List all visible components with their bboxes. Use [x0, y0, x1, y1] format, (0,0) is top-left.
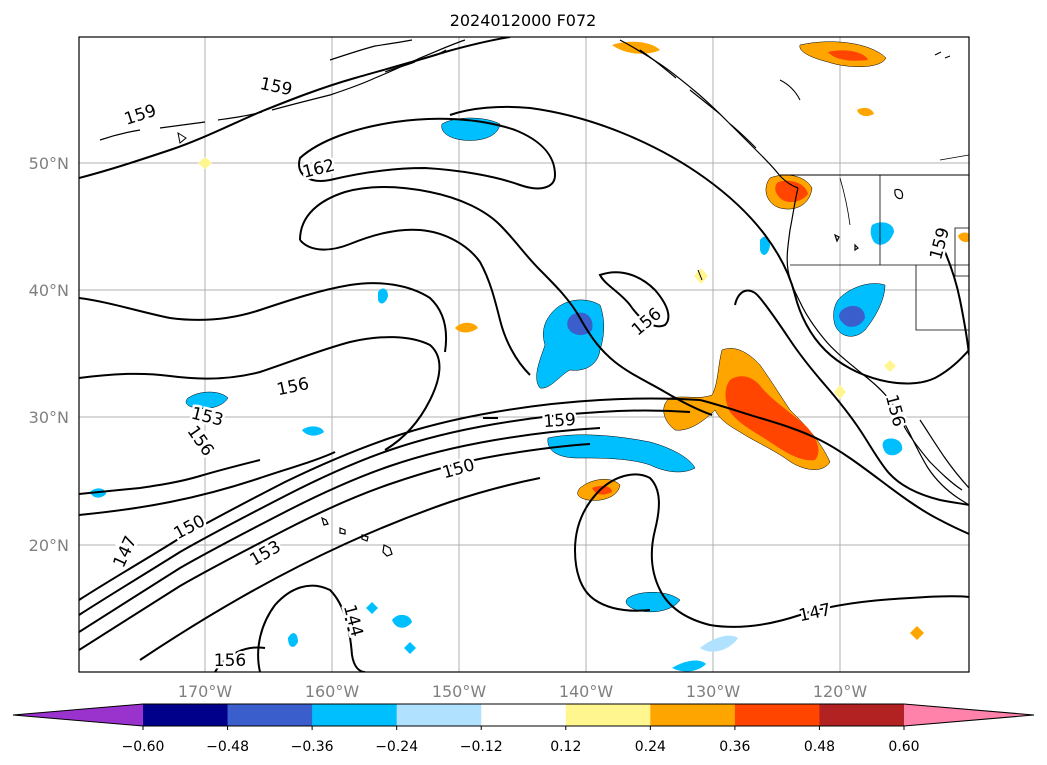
lat-label: 30°N	[29, 408, 69, 427]
negative-anomaly-shading	[90, 117, 903, 672]
colorbar-tick-label: 0.48	[804, 739, 835, 755]
colorbar-extend-low	[13, 704, 143, 726]
colorbar-segment	[650, 704, 736, 726]
colorbar-segment	[819, 704, 905, 726]
lon-label: 120°W	[813, 682, 868, 701]
colorbar-segment	[396, 704, 482, 726]
contour-label-156-bot: 156	[214, 651, 246, 671]
colorbar-tick-label: 0.36	[719, 739, 750, 755]
lat-label: 20°N	[29, 536, 69, 555]
lon-label: 170°W	[178, 682, 233, 701]
colorbar-segment	[734, 704, 820, 726]
positive-anomaly-shading	[198, 41, 969, 640]
height-contours	[79, 37, 969, 672]
colorbar-segment	[565, 704, 651, 726]
map-area	[79, 37, 969, 672]
longitude-labels: 170°W 160°W 150°W 140°W 130°W 120°W	[178, 682, 868, 701]
colorbar-tick-label: −0.12	[460, 739, 503, 755]
lon-label: 140°W	[559, 682, 614, 701]
colorbar-tick-label: 0.12	[550, 739, 581, 755]
colorbar-segment	[227, 704, 313, 726]
colorbar-tick-label: 0.60	[888, 739, 919, 755]
small-features	[177, 51, 951, 419]
colorbar-tick-label: −0.36	[291, 739, 334, 755]
colorbar-segment	[312, 704, 398, 726]
lon-label: 150°W	[432, 682, 487, 701]
colorbar-tick-label: −0.24	[375, 739, 418, 755]
lat-label: 50°N	[29, 154, 69, 173]
latitude-labels: 50°N 40°N 30°N 20°N	[29, 154, 69, 555]
colorbar: −0.60 −0.48 −0.36 −0.24 −0.12 0.12 0.24 0.36 0.4…	[12, 703, 1035, 755]
lat-label: 40°N	[29, 281, 69, 300]
lon-label: 160°W	[305, 682, 360, 701]
colorbar-segment	[481, 704, 567, 726]
map-frame	[78, 36, 970, 673]
map-title: 2024012000 F072	[450, 11, 597, 30]
colorbar-segment	[143, 704, 229, 726]
colorbar-tick-label: 0.24	[635, 739, 666, 755]
lon-label: 130°W	[686, 682, 741, 701]
colorbar-extend-high	[904, 704, 1034, 726]
colorbar-tick-label: −0.48	[206, 739, 249, 755]
contour-label-159-c: 159	[543, 410, 577, 432]
colorbar-tick-label: −0.60	[122, 739, 165, 755]
